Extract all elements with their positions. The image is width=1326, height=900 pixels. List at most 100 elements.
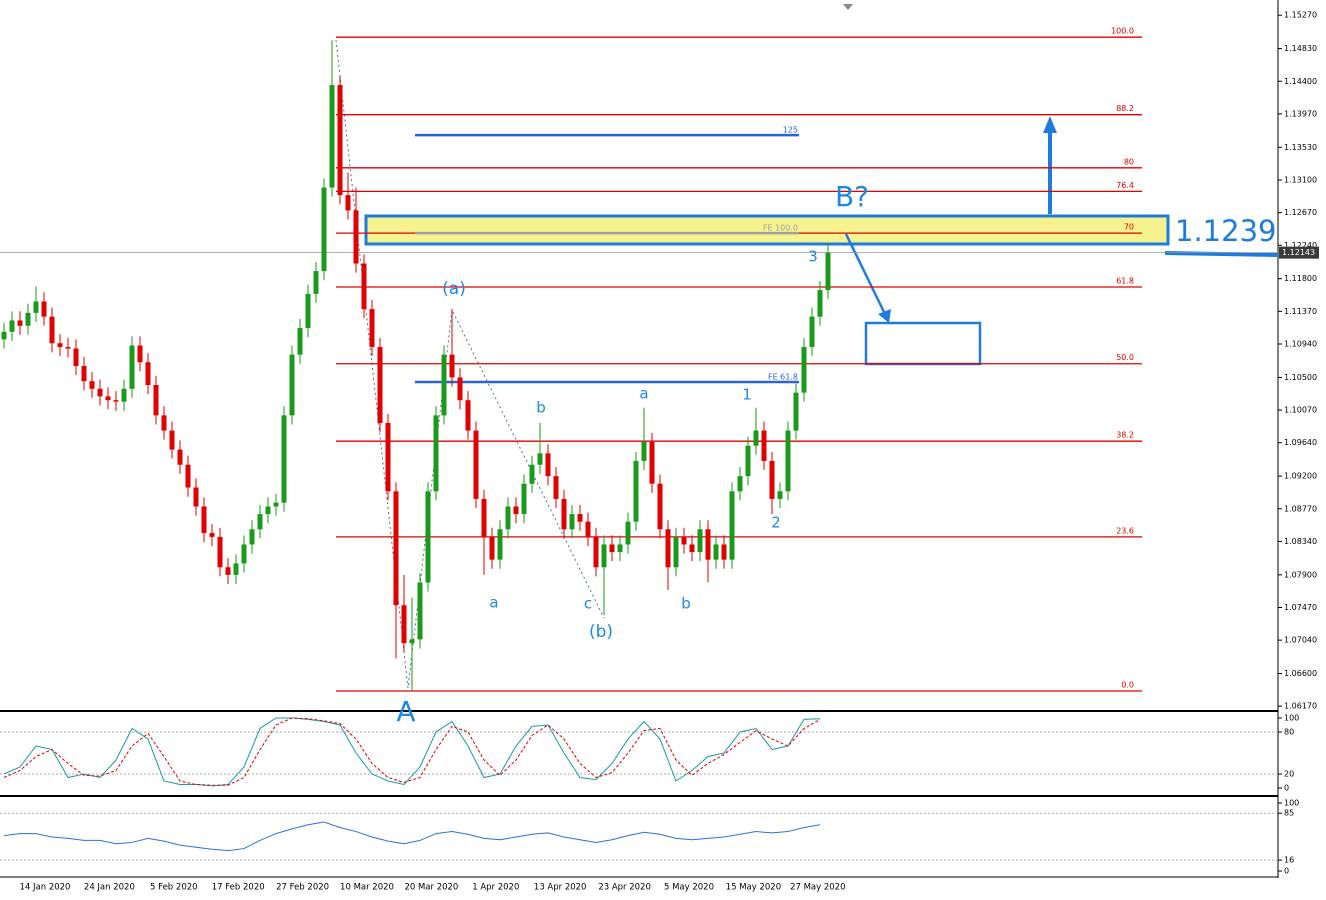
candle-body — [729, 491, 735, 560]
y-tick-label: 1.06170 — [1284, 702, 1317, 711]
x-tick-label: 27 Feb 2020 — [276, 883, 329, 893]
candle-body — [89, 381, 95, 389]
x-tick-label: 27 May 2020 — [790, 883, 845, 893]
candle-body — [561, 498, 567, 530]
candle-body — [473, 430, 479, 499]
candle-body — [145, 362, 151, 385]
candle-body — [225, 567, 231, 575]
candle-body — [57, 343, 63, 348]
target-label: 1.1239 — [1175, 214, 1276, 248]
candle-body — [705, 529, 711, 560]
candle-body — [313, 271, 319, 294]
y-tick-label: 1.14400 — [1284, 77, 1317, 86]
candle-body — [41, 301, 47, 317]
candle-body — [153, 384, 159, 416]
candle-body — [449, 354, 455, 378]
x-tick-label: 5 Feb 2020 — [150, 883, 198, 893]
candle-body — [513, 506, 519, 515]
candle-body — [121, 388, 127, 402]
fib-label: 100.0 — [1111, 27, 1134, 36]
wave-label: 3 — [808, 248, 818, 266]
y-tick-label: 1.13100 — [1284, 175, 1317, 184]
candle-body — [393, 491, 399, 606]
y-tick-label: 100 — [1284, 714, 1299, 723]
candle-body — [553, 476, 559, 499]
candle-body — [577, 514, 583, 522]
candle-body — [129, 345, 135, 389]
current-price-box — [1279, 246, 1319, 259]
x-tick-label: 13 Apr 2020 — [534, 883, 587, 893]
y-tick-label: 1.06600 — [1284, 669, 1317, 678]
fib-label: 61.8 — [1116, 277, 1134, 286]
candle-body — [297, 328, 303, 355]
y-tick-label: 1.13530 — [1284, 143, 1317, 152]
candle-body — [73, 348, 79, 367]
x-tick-label: 20 Mar 2020 — [404, 883, 458, 893]
candle-body — [529, 464, 535, 484]
candle-body — [777, 491, 783, 499]
wave-label: a — [639, 385, 648, 403]
candle-body — [785, 430, 791, 492]
x-tick-label: 1 Apr 2020 — [472, 883, 519, 893]
candle-body — [209, 533, 215, 537]
fe-label: 125 — [783, 126, 798, 135]
y-tick-label: 1.11370 — [1284, 307, 1317, 316]
candle-body — [745, 445, 751, 477]
candle-body — [25, 312, 31, 326]
fib-label: 80 — [1124, 157, 1134, 166]
candle-body — [329, 85, 335, 188]
shift-marker — [843, 4, 853, 10]
candle-body — [593, 536, 599, 568]
y-tick-label: 1.09640 — [1284, 438, 1317, 447]
candle-body — [457, 377, 463, 401]
candle-body — [569, 514, 575, 530]
candle-body — [433, 415, 439, 492]
x-tick-label: 5 May 2020 — [664, 883, 714, 893]
y-tick-label: 1.10070 — [1284, 406, 1317, 415]
y-tick-label: 1.10940 — [1284, 339, 1317, 348]
candle-body — [305, 293, 311, 329]
wave-label: (a) — [442, 279, 466, 299]
candle-body — [97, 388, 103, 397]
fib-label: 50.0 — [1116, 353, 1134, 362]
candle-body — [649, 441, 655, 484]
candle-body — [657, 483, 663, 530]
candle-body — [601, 544, 607, 568]
candle-body — [185, 464, 191, 488]
target-zone — [364, 214, 1170, 246]
y-tick-label: 85 — [1284, 809, 1294, 818]
candle-body — [265, 506, 271, 515]
x-tick-label: 14 Jan 2020 — [20, 883, 71, 893]
candle-body — [49, 316, 55, 344]
candle-body — [33, 301, 39, 313]
y-tick-label: 1.15270 — [1284, 11, 1317, 20]
candle-body — [441, 354, 447, 416]
candle-body — [353, 210, 359, 264]
candle-body — [161, 415, 167, 431]
candle-body — [345, 195, 351, 211]
candle-body — [769, 460, 775, 499]
candle-body — [409, 639, 415, 644]
y-tick-label: 1.07470 — [1284, 603, 1317, 612]
candle-body — [713, 544, 719, 560]
candle-body — [537, 453, 543, 465]
indicator-line — [3, 821, 821, 852]
y-tick-label: 0 — [1284, 867, 1289, 876]
x-tick-label: 15 May 2020 — [726, 883, 781, 893]
wave-label: A — [396, 695, 415, 728]
indicator-line — [3, 717, 821, 787]
fib-label: 88.2 — [1116, 104, 1134, 113]
target-underline — [1164, 251, 1279, 257]
candle-body — [545, 453, 551, 477]
candle-body — [105, 396, 111, 401]
x-tick-label: 23 Apr 2020 — [598, 883, 651, 893]
wave-label: c — [584, 595, 592, 613]
y-tick-label: 1.08770 — [1284, 504, 1317, 513]
candle-body — [489, 536, 495, 560]
y-tick-label: 1.07900 — [1284, 570, 1317, 579]
candle-body — [289, 354, 295, 416]
y-tick-label: 1.13970 — [1284, 109, 1317, 118]
candle-body — [385, 422, 391, 492]
candle-body — [217, 536, 223, 568]
y-tick-label: 1.11800 — [1284, 274, 1317, 283]
